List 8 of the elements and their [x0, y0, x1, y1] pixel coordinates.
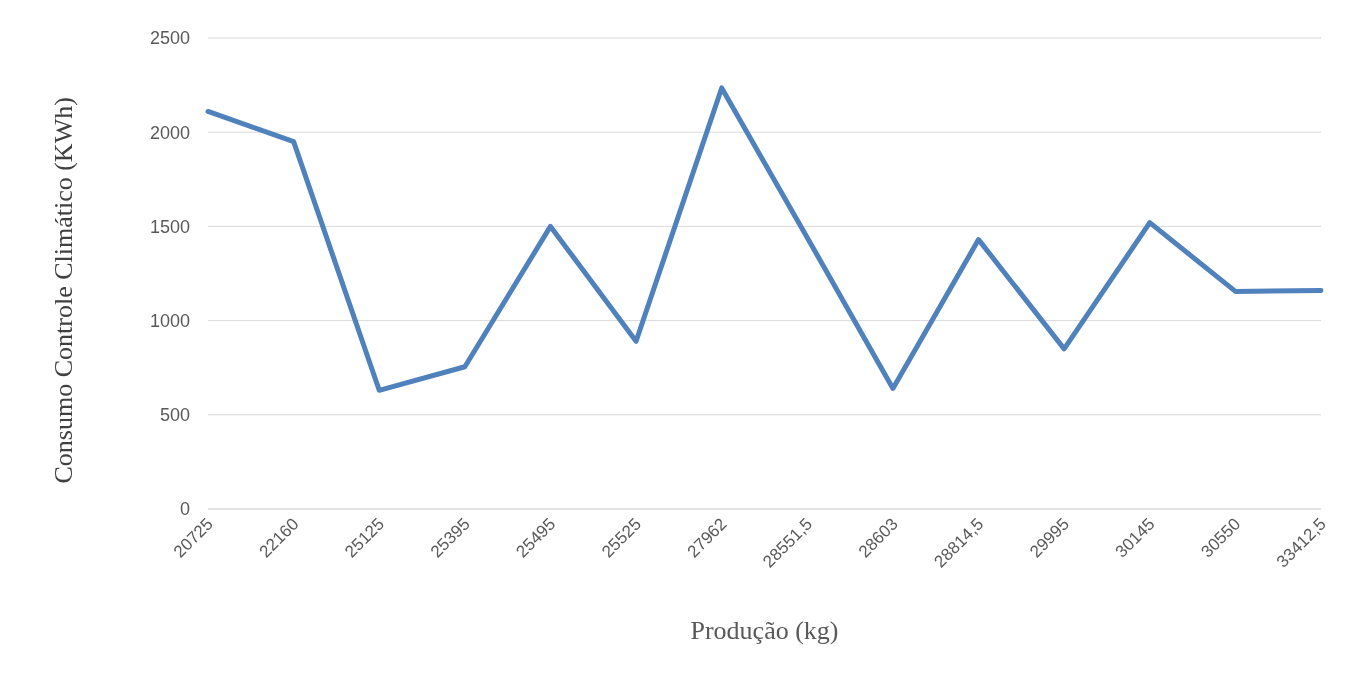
y-tick-label: 1000 — [149, 310, 190, 331]
y-axis-title: Consumo Controle Climático (KWh) — [49, 97, 79, 484]
y-tick-label: 0 — [179, 499, 190, 520]
y-tick-label: 1500 — [149, 216, 190, 237]
x-axis-title: Produção (kg) — [690, 616, 839, 645]
y-tick-label: 2500 — [149, 28, 190, 49]
y-tick-label: 500 — [159, 405, 190, 426]
y-tick-label: 2000 — [149, 122, 190, 143]
